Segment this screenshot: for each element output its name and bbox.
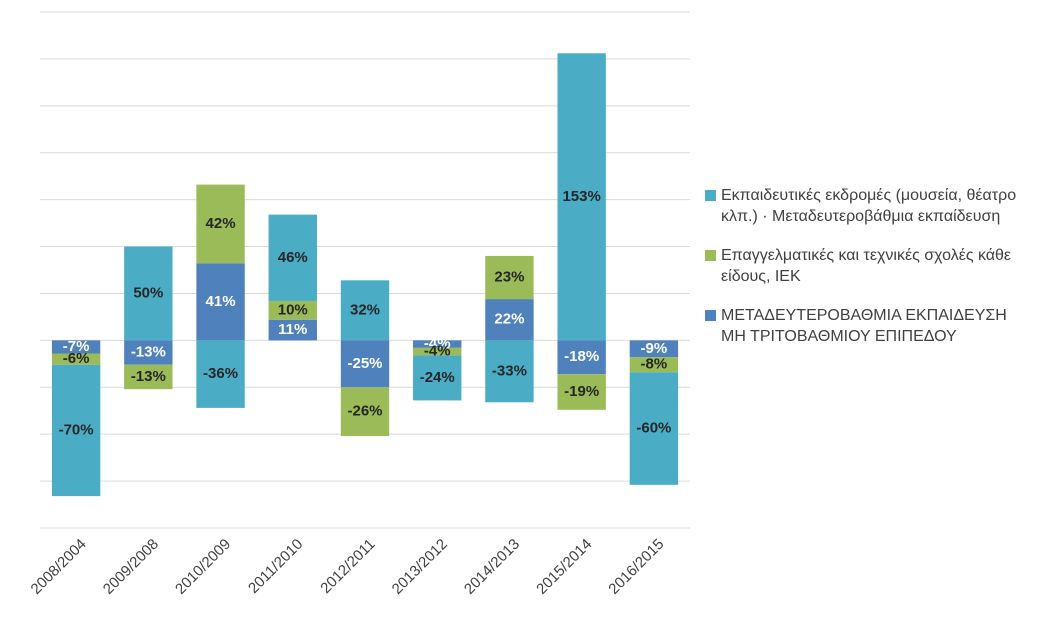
- bar-segment: [413, 347, 462, 356]
- legend-swatch: [705, 250, 716, 261]
- bar-segment: [340, 340, 390, 388]
- legend-item: Εκπαιδευτικές εκδρομές (μουσεία, θέατρο …: [705, 185, 1035, 227]
- legend-item: Επαγγελματικές και τεχνικές σχολές κάθε …: [705, 245, 1035, 287]
- value-label: 42%: [206, 215, 236, 232]
- x-tick-label: 2014/2013: [461, 536, 523, 598]
- bar-segment: [196, 263, 245, 341]
- legend-label: Επαγγελματικές και τεχνικές σχολές κάθε …: [721, 247, 1012, 285]
- value-label: -4%: [424, 335, 451, 352]
- value-label: -7%: [63, 338, 90, 355]
- value-label: 50%: [133, 284, 163, 301]
- value-label: -24%: [420, 369, 455, 386]
- value-label: -60%: [636, 420, 671, 437]
- bar-segment: [196, 184, 245, 264]
- x-tick-label: 2013/2012: [389, 536, 451, 598]
- legend: Εκπαιδευτικές εκδρομές (μουσεία, θέατρο …: [705, 185, 1035, 365]
- bar-segment: [629, 357, 679, 373]
- value-label: 41%: [206, 293, 236, 310]
- value-label: -36%: [203, 365, 238, 382]
- legend-swatch: [705, 190, 716, 201]
- value-label: -70%: [59, 421, 94, 438]
- value-label: -8%: [641, 356, 668, 373]
- value-label: -13%: [131, 344, 166, 361]
- value-label: -18%: [564, 348, 599, 365]
- bar-segment: [124, 364, 173, 390]
- value-label: 10%: [278, 301, 308, 318]
- value-label: 22%: [494, 311, 524, 328]
- bar-segment: [124, 246, 173, 341]
- value-label: 153%: [562, 188, 600, 205]
- value-label: -6%: [63, 350, 90, 367]
- value-label: 11%: [278, 321, 307, 338]
- x-tick-label: 2011/2010: [245, 536, 306, 597]
- bar-segment: [268, 300, 317, 320]
- value-label: 32%: [350, 301, 380, 318]
- x-tick-label: 2015/2014: [533, 536, 595, 598]
- value-label: -26%: [347, 403, 382, 420]
- x-tick-label: 2009/2008: [100, 536, 162, 598]
- bar-segment: [51, 353, 101, 365]
- x-tick-label: 2010/2009: [172, 536, 234, 598]
- bar-segment: [485, 255, 534, 300]
- x-tick-label: 2008/2004: [28, 536, 90, 598]
- value-label: -25%: [347, 355, 382, 372]
- bar-segment: [268, 319, 317, 341]
- value-label: -4%: [424, 343, 451, 360]
- value-label: -13%: [131, 368, 166, 385]
- value-label: 23%: [494, 268, 524, 285]
- bar-segment: [557, 340, 606, 375]
- bar-segment: [51, 340, 101, 354]
- value-label: -33%: [492, 362, 527, 379]
- bar-segment: [629, 372, 679, 485]
- legend-label: ΜΕΤΑΔΕΥΤΕΡΟΒΑΘΜΙΑ ΕΚΠΑΙΔΕΥΣΗ ΜΗ ΤΡΙΤΟΒΑΘ…: [721, 307, 1007, 345]
- bar-segment: [413, 355, 462, 401]
- bar-segment: [268, 214, 317, 301]
- legend-item: ΜΕΤΑΔΕΥΤΕΡΟΒΑΘΜΙΑ ΕΚΠΑΙΔΕΥΣΗ ΜΗ ΤΡΙΤΟΒΑΘ…: [705, 305, 1035, 347]
- x-tick-label: 2012/2011: [317, 536, 378, 597]
- x-tick-label: 2016/2015: [605, 536, 667, 598]
- bar-segment: [557, 53, 606, 341]
- bar-segment: [557, 374, 606, 410]
- value-label: 46%: [278, 249, 308, 266]
- bar-segment: [629, 340, 679, 358]
- value-label: -9%: [641, 340, 668, 357]
- bar-segment: [340, 387, 390, 437]
- bar-segment: [485, 340, 534, 403]
- bar-segment: [413, 340, 462, 348]
- bar-segment: [485, 299, 534, 341]
- bar-segment: [340, 280, 390, 341]
- bar-segment: [124, 340, 173, 365]
- bar-segment: [51, 364, 101, 497]
- value-label: -19%: [564, 383, 599, 400]
- legend-swatch: [705, 310, 716, 321]
- legend-label: Εκπαιδευτικές εκδρομές (μουσεία, θέατρο …: [721, 187, 1017, 225]
- bar-segment: [196, 340, 245, 408]
